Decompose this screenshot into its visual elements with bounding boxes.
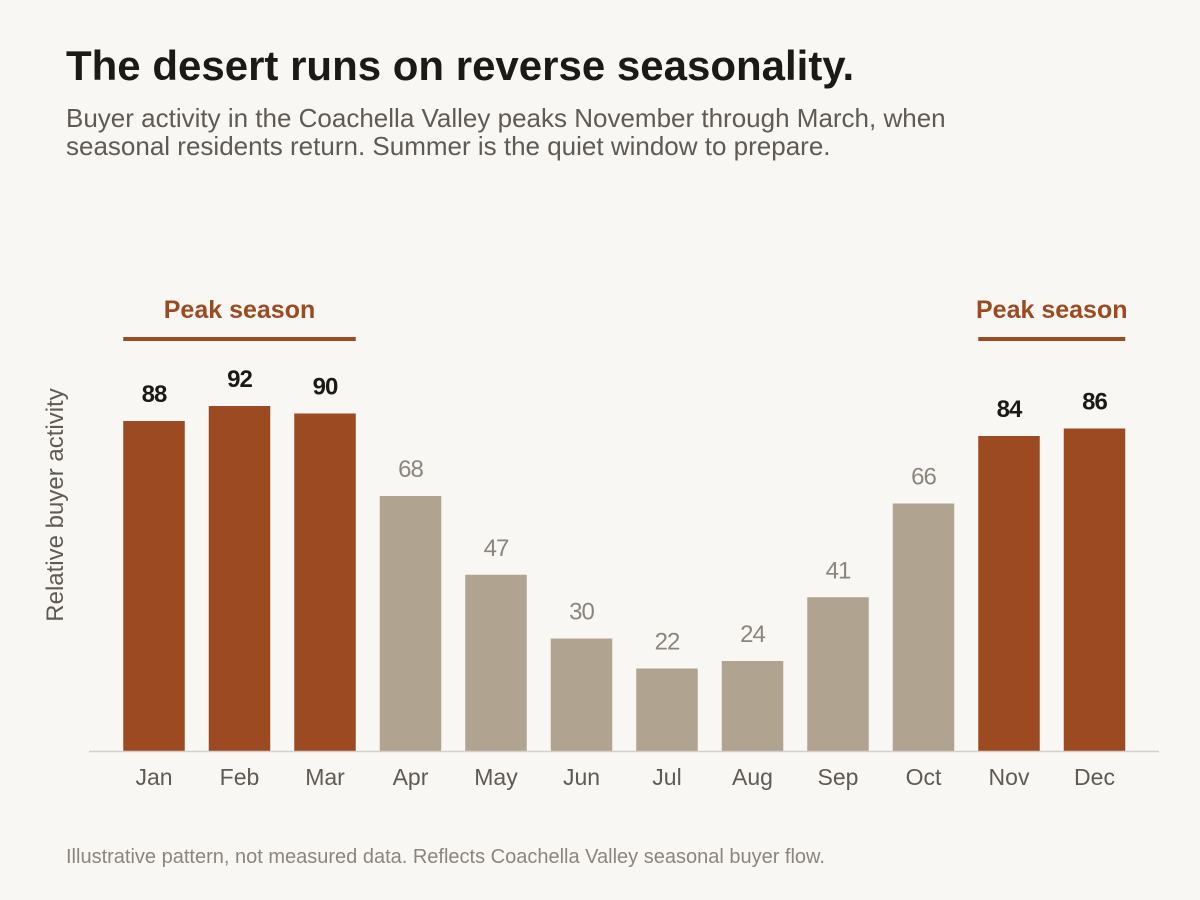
data-label-feb: 92 (227, 366, 252, 393)
x-tick-label-mar: Mar (305, 764, 345, 790)
bar-mar (294, 413, 356, 751)
bar-apr (379, 496, 442, 751)
x-tick-label-jul: Jul (652, 764, 681, 790)
bar-jan (123, 421, 185, 751)
bar-aug (721, 661, 784, 751)
x-tick-label-nov: Nov (989, 764, 1030, 790)
bar-nov (978, 436, 1040, 751)
bar-oct (892, 503, 955, 751)
x-tick-label-feb: Feb (220, 764, 260, 790)
peak-season-label-1: Peak season (164, 296, 316, 324)
data-label-dec: 86 (1082, 389, 1107, 416)
data-label-apr: 68 (398, 456, 423, 483)
footnote: Illustrative pattern, not measured data.… (66, 846, 825, 868)
x-tick-label-may: May (474, 764, 518, 790)
peak-season-label-2: Peak season (976, 296, 1128, 324)
peak-season-bracket-2 (978, 337, 1126, 341)
x-tick-label-jun: Jun (563, 764, 600, 790)
x-tick-label-oct: Oct (906, 764, 942, 790)
bar-jun (550, 638, 613, 751)
data-label-nov: 84 (997, 396, 1023, 423)
x-tick-label-apr: Apr (393, 764, 429, 790)
x-tick-label-jan: Jan (135, 764, 172, 790)
data-label-jun: 30 (569, 599, 594, 626)
data-label-sep: 41 (826, 557, 851, 584)
x-tick-label-aug: Aug (732, 764, 773, 790)
x-tick-label-sep: Sep (818, 764, 859, 790)
bar-feb (208, 406, 271, 751)
data-label-jan: 88 (142, 381, 167, 408)
bar-sep (807, 597, 869, 751)
bar-jul (636, 668, 698, 751)
bar-dec (1063, 428, 1126, 751)
data-label-may: 47 (484, 535, 509, 562)
chart-subtitle: Buyer activity in the Coachella Valley p… (66, 103, 946, 161)
data-label-oct: 66 (911, 464, 936, 491)
data-label-jul: 22 (655, 629, 680, 656)
bar-may (465, 574, 527, 751)
x-tick-label-dec: Dec (1074, 764, 1115, 790)
data-label-mar: 90 (313, 374, 338, 401)
y-axis-label: Relative buyer activity (42, 388, 69, 621)
data-label-aug: 24 (740, 621, 765, 648)
chart-title: The desert runs on reverse seasonality. (66, 42, 855, 89)
peak-season-bracket-1 (123, 337, 356, 341)
